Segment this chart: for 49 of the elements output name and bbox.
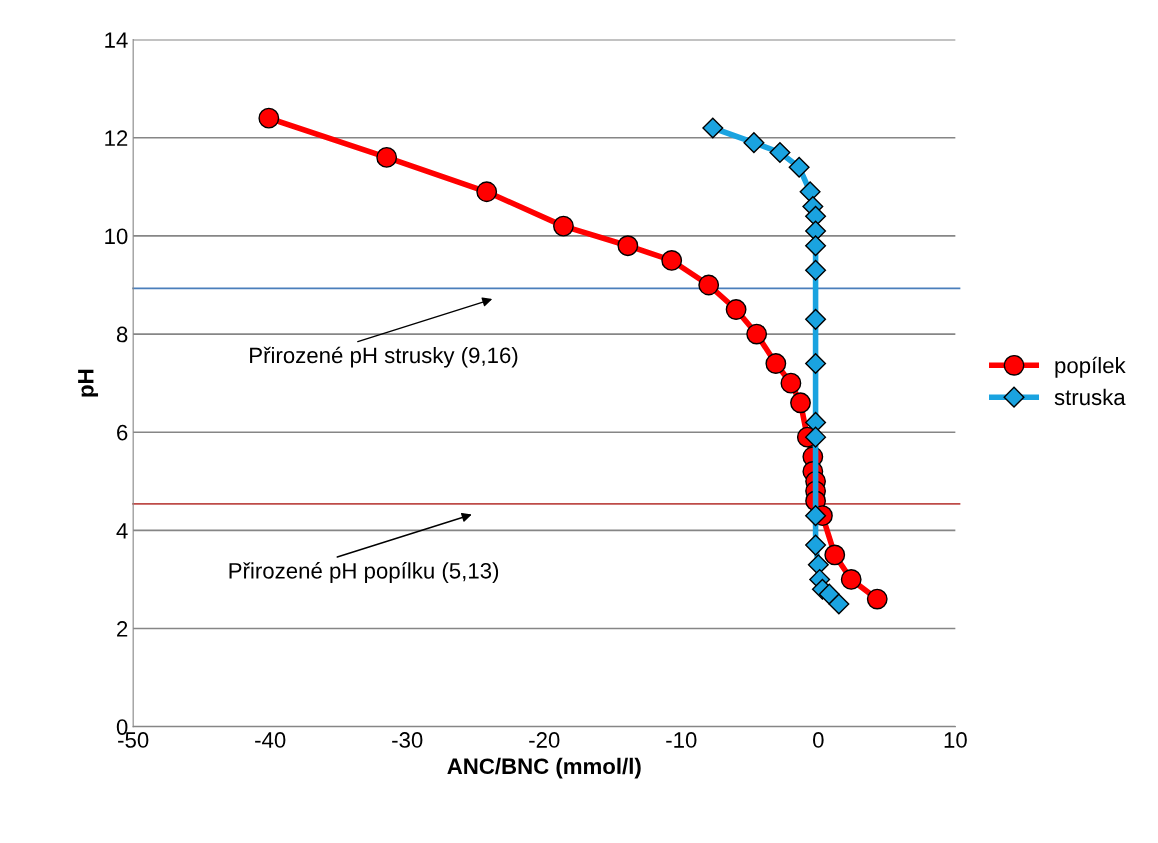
point bbox=[788, 156, 810, 178]
point bbox=[805, 235, 827, 257]
y-axis-title: pH bbox=[78, 369, 99, 397]
x-tick-label: -30 bbox=[392, 732, 423, 748]
point bbox=[725, 299, 747, 320]
point bbox=[805, 426, 827, 448]
point bbox=[765, 353, 787, 374]
point bbox=[780, 372, 802, 394]
point bbox=[553, 215, 574, 237]
point bbox=[805, 308, 827, 330]
point bbox=[702, 117, 724, 139]
point bbox=[661, 250, 683, 271]
point bbox=[805, 259, 827, 281]
point bbox=[805, 505, 827, 527]
point bbox=[376, 146, 398, 168]
y-tick-label: 2 bbox=[117, 621, 128, 637]
x-tick-label: -10 bbox=[666, 732, 697, 748]
x-tick-label: 10 bbox=[944, 732, 967, 748]
ref-line-label: Přirozené pH strusky (9,16) bbox=[250, 346, 518, 368]
y-tick-label: 14 bbox=[105, 32, 128, 48]
point bbox=[790, 392, 811, 414]
y-tick-label: 6 bbox=[117, 424, 128, 441]
y-tick-label: 12 bbox=[105, 130, 128, 146]
point bbox=[866, 588, 888, 610]
legend-label: popílek bbox=[1055, 356, 1126, 378]
point bbox=[769, 141, 791, 164]
point bbox=[258, 107, 280, 129]
point bbox=[824, 544, 846, 566]
point bbox=[828, 593, 850, 615]
point bbox=[840, 569, 862, 590]
y-tick-label: 8 bbox=[116, 326, 128, 343]
x-tick-label: 0 bbox=[813, 732, 824, 748]
point bbox=[818, 583, 840, 605]
point bbox=[807, 554, 829, 576]
point bbox=[746, 323, 768, 345]
x-tick-label: -40 bbox=[255, 732, 286, 748]
x-axis-title: ANC/BNC (mmol/l) bbox=[447, 757, 641, 779]
point bbox=[698, 274, 720, 296]
y-tick-label: 4 bbox=[116, 523, 128, 539]
x-tick-label: -20 bbox=[529, 732, 560, 748]
legend-label: struska bbox=[1054, 388, 1126, 406]
y-tick-label: 10 bbox=[105, 228, 128, 245]
point bbox=[743, 132, 765, 154]
point bbox=[805, 534, 827, 556]
point bbox=[799, 181, 821, 203]
point bbox=[805, 352, 827, 375]
point bbox=[476, 181, 498, 203]
ref-line-label: Přirozené pH popílku (5,13) bbox=[229, 562, 499, 584]
point bbox=[617, 235, 639, 257]
